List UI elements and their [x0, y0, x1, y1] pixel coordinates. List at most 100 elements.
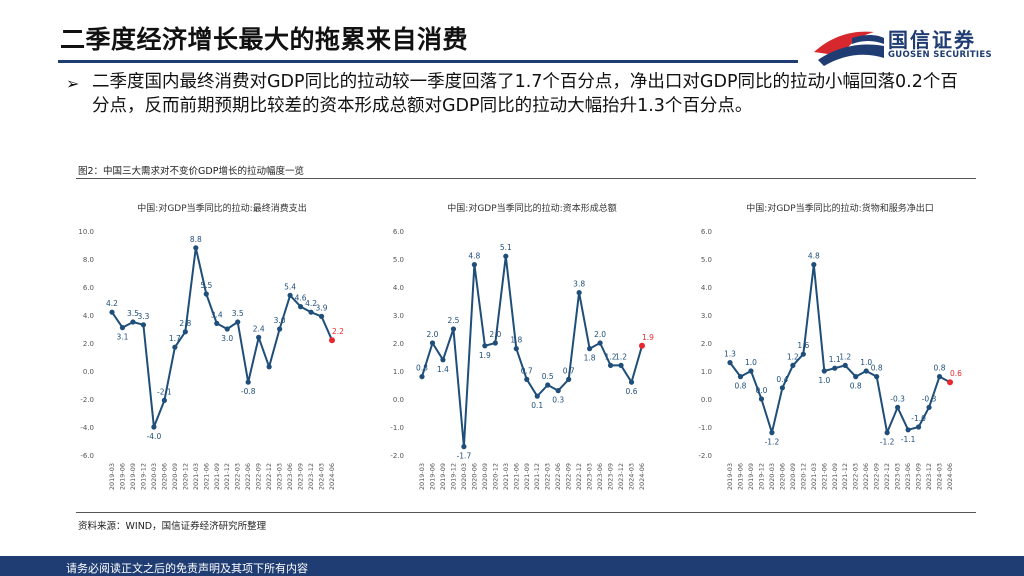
figure-source: 资料来源：WIND，国信证券经济研究所整理 — [78, 521, 267, 532]
data-label: 3.1 — [117, 333, 129, 342]
x-tick-label: 2022-03 — [234, 463, 242, 490]
data-label: 0.7 — [563, 366, 575, 375]
data-point — [471, 262, 477, 268]
data-point — [895, 404, 901, 410]
y-tick-label: 4.0 — [393, 284, 404, 292]
x-tick-label: 2022-06 — [554, 463, 562, 490]
y-tick-label: 0.0 — [83, 368, 94, 376]
data-label: 3.4 — [211, 310, 223, 319]
y-tick-label: -2.0 — [698, 452, 712, 460]
data-label: 3.8 — [573, 280, 585, 289]
data-point — [440, 357, 446, 363]
data-label: -1.7 — [457, 452, 472, 461]
data-point — [140, 322, 147, 328]
x-tick-label: 2020-12 — [181, 463, 189, 490]
data-point — [482, 343, 488, 349]
data-point — [297, 304, 304, 310]
data-label: 1.2 — [615, 352, 627, 361]
x-tick-label: 2020-09 — [171, 463, 179, 490]
y-tick-label: 6.0 — [83, 284, 94, 292]
data-label: 5.5 — [200, 281, 212, 290]
data-label: 1.4 — [437, 365, 449, 374]
data-point — [524, 376, 530, 382]
latest-data-point — [947, 379, 953, 386]
x-tick-label: 2023-12 — [925, 463, 933, 490]
data-label: 0.8 — [735, 382, 747, 391]
data-label: 0.0 — [755, 386, 767, 395]
data-label: 1.7 — [169, 334, 181, 343]
data-label: 0.8 — [850, 382, 862, 391]
x-tick-label: 2019-09 — [747, 463, 755, 490]
data-point — [235, 319, 241, 325]
data-point — [779, 385, 785, 391]
y-tick-label: -6.0 — [80, 452, 94, 460]
logo-text-en: GUOSEN SECURITIES — [888, 50, 992, 60]
chart-title: 中国:对GDP当季同比的拉动:资本形成总额 — [447, 202, 616, 214]
data-label: 0.8 — [871, 364, 883, 373]
data-point — [821, 368, 827, 374]
data-label: -1.1 — [901, 435, 916, 444]
x-tick-label: 2019-06 — [118, 463, 126, 490]
x-tick-label: 2020-03 — [150, 463, 158, 490]
data-label: 2.2 — [332, 327, 344, 336]
data-label: 1.9 — [642, 333, 654, 342]
x-tick-label: 2020-03 — [460, 463, 468, 490]
data-label: 1.2 — [839, 352, 851, 361]
x-tick-label: 2019-12 — [449, 463, 457, 490]
data-point — [419, 374, 425, 380]
x-tick-label: 2020-09 — [789, 463, 797, 490]
x-tick-label: 2019-03 — [726, 463, 734, 490]
y-tick-label: 4.0 — [83, 312, 94, 320]
x-tick-label: 2021-06 — [202, 463, 210, 490]
x-tick-label: 2023-12 — [617, 463, 625, 490]
data-label: 1.8 — [510, 336, 522, 345]
x-tick-label: 2021-09 — [831, 463, 839, 490]
data-label: 0.8 — [934, 364, 946, 373]
figure-divider-bottom — [76, 512, 976, 513]
y-tick-label: 0.0 — [393, 396, 404, 404]
x-tick-label: 2021-12 — [533, 463, 541, 490]
data-point — [534, 393, 540, 399]
data-label: -1.0 — [911, 414, 926, 423]
data-point — [607, 362, 614, 368]
x-tick-label: 2020-06 — [160, 463, 168, 490]
data-label: 1.0 — [745, 358, 757, 367]
data-point — [151, 424, 157, 430]
x-tick-label: 2020-12 — [491, 463, 499, 490]
data-label: 3.3 — [137, 312, 149, 321]
data-label: 2.8 — [179, 319, 191, 328]
data-label: 2.0 — [427, 330, 439, 339]
y-tick-label: -2.0 — [80, 396, 94, 404]
y-tick-label: 3.0 — [701, 312, 712, 320]
data-point — [576, 290, 582, 296]
series-line — [111, 246, 333, 428]
data-label: 1.6 — [797, 341, 809, 350]
data-label: 4.6 — [295, 294, 307, 303]
data-point — [863, 368, 869, 374]
data-point — [545, 382, 551, 388]
data-point — [172, 344, 178, 350]
data-label: 4.2 — [305, 299, 317, 308]
x-tick-label: 2021-09 — [523, 463, 531, 490]
x-tick-label: 2022-09 — [873, 463, 881, 490]
data-label: -0.8 — [241, 387, 256, 396]
data-label: -0.3 — [890, 394, 905, 403]
x-tick-label: 2021-06 — [820, 463, 828, 490]
x-tick-label: 2022-03 — [852, 463, 860, 490]
y-tick-label: 8.0 — [83, 256, 94, 264]
y-tick-label: -1.0 — [698, 424, 712, 432]
data-point — [256, 334, 262, 340]
x-tick-label: 2020-06 — [470, 463, 478, 490]
data-label: -0.3 — [922, 394, 937, 403]
data-point — [737, 374, 744, 380]
x-tick-label: 2023-03 — [894, 463, 902, 490]
x-tick-label: 2019-09 — [129, 463, 137, 490]
data-label: 5.1 — [500, 243, 512, 252]
x-tick-label: 2023-09 — [915, 463, 923, 490]
x-tick-label: 2021-03 — [192, 463, 200, 490]
x-tick-label: 2019-06 — [736, 463, 744, 490]
x-tick-label: 2023-09 — [607, 463, 615, 490]
data-point — [874, 374, 880, 380]
data-point — [926, 404, 932, 410]
data-label: -4.0 — [147, 432, 162, 441]
